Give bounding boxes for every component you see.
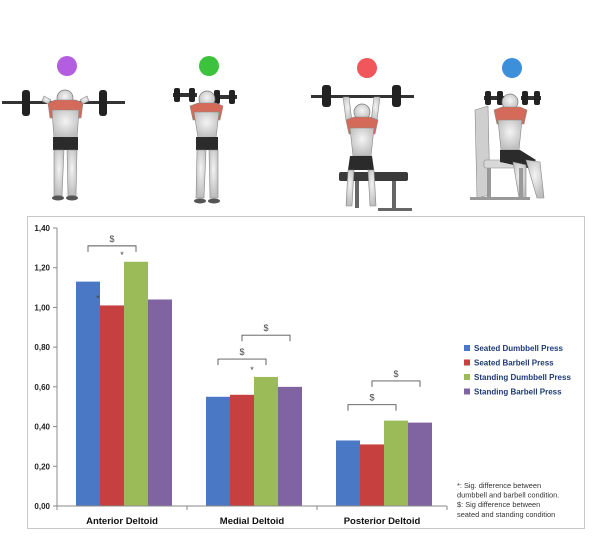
- significance-star: *: [120, 250, 124, 260]
- bar: [278, 386, 302, 506]
- legend: Seated Dumbbell Press Seated Barbell Pres…: [464, 344, 571, 397]
- bar: [100, 305, 124, 506]
- category-label: Anterior Deltoid: [86, 516, 158, 527]
- bar: [206, 396, 230, 506]
- standing-dumbbell-press-figure: [173, 56, 237, 204]
- significance-bracket: [371, 380, 421, 387]
- seated-dumbbell-press-figure: [470, 58, 545, 200]
- legend-swatch: [464, 388, 470, 395]
- significance-dollar: $: [263, 323, 268, 333]
- significance-bracket: [241, 334, 291, 342]
- significance-dollar: $: [393, 369, 398, 379]
- footnote-line: dumbbell and barbell condition.: [457, 491, 559, 500]
- y-tick-label: 1,20: [34, 264, 50, 273]
- significance-star: *: [250, 365, 254, 375]
- y-tick-label: 0,60: [34, 383, 50, 392]
- footnote-line: seated and standing condition: [457, 510, 555, 519]
- legend-label: Seated Barbell Press: [474, 359, 554, 368]
- significance-annotations: * * * $ $ $ $ $: [87, 234, 421, 411]
- x-axis: Anterior Deltoid Medial Deltoid Posterior …: [56, 505, 448, 527]
- bar: [148, 299, 172, 506]
- bar: [254, 376, 278, 506]
- bar: [384, 420, 408, 506]
- category-label: Medial Deltoid: [220, 516, 285, 527]
- significance-star: *: [96, 293, 100, 303]
- category-label: Posterior Deltoid: [344, 516, 421, 527]
- blue-dot: [502, 58, 522, 78]
- significance-bracket: [87, 245, 137, 252]
- y-tick-label: 0,80: [34, 343, 50, 352]
- standing-barbell-press-figure: [2, 56, 125, 201]
- y-tick-label: 0,00: [34, 502, 50, 511]
- legend-label: Standing Barbell Press: [474, 388, 562, 397]
- y-tick-label: 0,40: [34, 423, 50, 432]
- bar: [124, 261, 148, 506]
- significance-dollar: $: [369, 393, 374, 403]
- y-tick-label: 0,20: [34, 462, 50, 471]
- significance-dollar: $: [239, 347, 244, 357]
- legend-label: Seated Dumbbell Press: [474, 344, 563, 353]
- legend-swatch: [464, 345, 470, 351]
- bar: [336, 440, 360, 506]
- legend-swatch: [464, 359, 470, 366]
- bar: [76, 281, 100, 506]
- significance-bracket: [217, 358, 267, 366]
- green-dot: [199, 56, 219, 76]
- bar: [360, 444, 384, 506]
- legend-swatch: [464, 374, 470, 380]
- significance-dollar: $: [109, 234, 114, 244]
- y-tick-label: 1,00: [34, 303, 50, 312]
- bars: [76, 261, 432, 506]
- seated-barbell-press-figure: [311, 58, 414, 211]
- footnote-line: $: Sig difference between: [457, 500, 540, 509]
- bar: [230, 394, 254, 506]
- y-axis: 0,00 0,20 0,40 0,60 0,80 1,00 1,20 1,40: [34, 224, 58, 511]
- purple-dot: [57, 56, 77, 76]
- red-dot: [357, 58, 377, 78]
- footnote-line: *: Sig. difference between: [457, 481, 541, 490]
- significance-bracket: [347, 404, 397, 411]
- bar: [408, 422, 432, 506]
- y-tick-label: 1,40: [34, 224, 50, 233]
- legend-label: Standing Dumbbell Press: [474, 373, 571, 382]
